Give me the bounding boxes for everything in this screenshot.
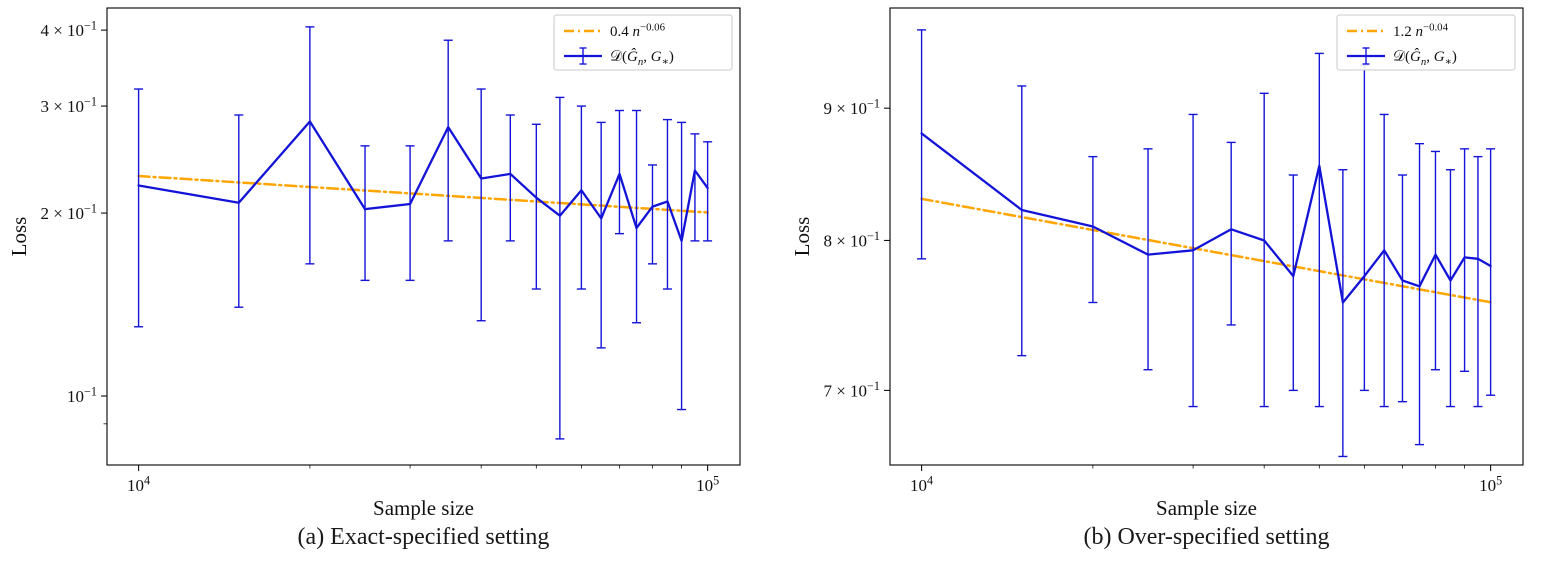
error-bar — [647, 164, 657, 265]
figure-a: 104 105 4 × 10−1 3 × 10−1 2 × 10−1 10−1 0.4 n−… — [7, 7, 741, 550]
x-tick-label: 104 — [910, 474, 933, 495]
error-bar — [1288, 174, 1298, 392]
error-bar — [1226, 141, 1236, 326]
data-line — [920, 132, 1492, 304]
error-bar — [1359, 64, 1369, 392]
error-bar — [1445, 169, 1455, 408]
y-tick-label: 2 × 10−1 — [40, 202, 97, 223]
y-axis-label: Loss — [7, 217, 31, 257]
error-bar — [476, 88, 486, 322]
x-axis-label: Sample size — [1156, 496, 1257, 520]
error-bar — [531, 123, 541, 290]
error-bar — [1430, 150, 1440, 371]
error-bar — [1259, 92, 1269, 408]
y-tick-label: 9 × 10−1 — [823, 97, 880, 118]
x-tick-label: 105 — [696, 474, 719, 495]
error-bar — [1338, 169, 1348, 458]
figure-b: 104 105 9 × 10−1 8 × 10−1 7 × 10−1 1.2 n−0.04… — [783, 0, 1566, 576]
error-bar — [1379, 113, 1389, 408]
error-bar — [1088, 155, 1098, 304]
error-bar — [555, 96, 565, 440]
error-bar — [703, 141, 713, 242]
error-bar — [405, 145, 415, 282]
legend-series-sample — [1347, 47, 1385, 65]
legend-trend-label: 0.4 n−0.06 — [610, 21, 666, 40]
error-bar — [614, 109, 624, 235]
legend-series-label: 𝒟(Ĝn, G∗) — [1393, 48, 1457, 68]
error-bar — [1188, 113, 1198, 408]
legend-trend-label: 1.2 n−0.04 — [1393, 21, 1449, 40]
error-bar — [677, 121, 687, 411]
plot-box — [106, 7, 741, 466]
error-bar — [1486, 148, 1496, 396]
error-bar — [690, 133, 700, 242]
chart-b-canvas: 104 105 9 × 10−1 8 × 10−1 7 × 10−1 1.2 n−0.04… — [790, 7, 1524, 520]
legend-series-label: 𝒟(Ĝn, G∗) — [610, 48, 674, 68]
error-bar — [1415, 142, 1425, 446]
x-tick-label: 104 — [127, 474, 150, 495]
y-axis-label: Loss — [790, 217, 814, 257]
figure-b-caption: (b) Over-specified setting — [1083, 524, 1330, 550]
plot-box — [889, 7, 1524, 466]
error-bar — [1473, 155, 1483, 408]
error-bar — [917, 29, 927, 260]
error-bar — [596, 121, 606, 349]
error-bar — [1143, 148, 1153, 371]
y-tick-label: 7 × 10−1 — [823, 379, 880, 400]
error-bar — [576, 105, 586, 290]
x-axis-label: Sample size — [373, 496, 474, 520]
error-bar — [1397, 174, 1407, 403]
error-bar — [305, 26, 315, 265]
error-bar — [234, 114, 244, 308]
error-bar — [505, 114, 515, 242]
data-line — [137, 120, 709, 243]
error-bar — [134, 88, 144, 328]
figure-a-caption: (a) Exact-specified setting — [297, 524, 550, 550]
error-bar — [360, 145, 370, 282]
x-tick-label: 105 — [1479, 474, 1502, 495]
error-bar — [632, 109, 642, 324]
chart-a-canvas: 104 105 4 × 10−1 3 × 10−1 2 × 10−1 10−1 0.4 n−… — [7, 7, 741, 520]
trend-line — [920, 197, 1492, 304]
trend-line — [137, 174, 709, 214]
error-bar — [1460, 148, 1470, 373]
y-tick-label: 10−1 — [67, 385, 97, 406]
legend-series-sample — [564, 47, 602, 65]
y-tick-label: 3 × 10−1 — [40, 95, 97, 116]
y-tick-label: 4 × 10−1 — [40, 19, 97, 40]
error-bar — [443, 39, 453, 242]
error-bar — [1017, 85, 1027, 357]
y-tick-label: 8 × 10−1 — [823, 229, 880, 250]
error-bar — [1314, 52, 1324, 408]
